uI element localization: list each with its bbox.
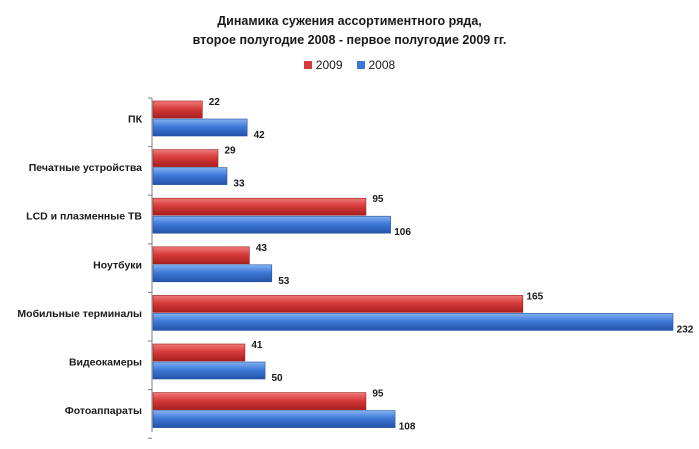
data-label-2009: 95 [372,194,384,205]
bar-2009 [152,343,246,362]
legend-swatch-2009 [303,61,312,69]
chart-subtitle: второе полугодие 2008 - первое полугодие… [192,33,507,47]
data-label-2008: 50 [272,373,284,384]
data-label-2009: 95 [372,389,384,400]
data-label-2009: 29 [224,146,236,157]
category-label: Мобильные терминалы [17,308,142,320]
legend-item-2009: 2009 [303,58,343,72]
data-label-2009: 165 [526,291,543,302]
chart-legend: 2009 2008 [0,58,699,72]
chart-title: Динамика сужения ассортиментного ряда, [217,14,482,28]
legend-label-2009: 2009 [315,58,343,72]
data-label-2008: 42 [254,130,266,141]
data-label-2008: 53 [278,276,290,287]
category-label: Ноутбуки [93,259,142,271]
chart-title-block: Динамика сужения ассортиментного ряда, в… [0,12,699,50]
data-label-2009: 41 [251,340,263,351]
category-label: Фотоаппараты [65,405,142,417]
data-label-2009: 22 [209,97,221,108]
category-label: LCD и плазменные ТВ [26,211,142,223]
bar-2009 [152,149,219,167]
category-label: ПК [128,114,143,126]
bar-2009 [152,392,367,410]
bar-2008 [152,118,248,137]
bar-2008 [152,313,674,331]
bar-2008 [152,410,396,428]
bar-2008 [152,361,266,380]
data-label-2009: 43 [256,243,268,254]
bar-2009 [152,295,524,313]
bar-2008 [152,215,391,234]
bar-2009 [152,100,203,119]
legend-label-2008: 2008 [368,58,396,72]
data-label-2008: 108 [399,422,416,433]
legend-item-2008: 2008 [356,58,396,72]
bar-2008 [152,264,273,283]
category-label: Видеокамеры [69,357,142,369]
legend-swatch-2008 [356,61,365,69]
data-label-2008: 232 [677,324,694,335]
bar-2009 [152,197,367,216]
data-label-2008: 33 [233,179,245,190]
bar-2008 [152,167,228,185]
category-label: Печатные устройства [29,162,142,174]
data-label-2008: 106 [394,227,411,238]
bar-2009 [152,246,250,265]
